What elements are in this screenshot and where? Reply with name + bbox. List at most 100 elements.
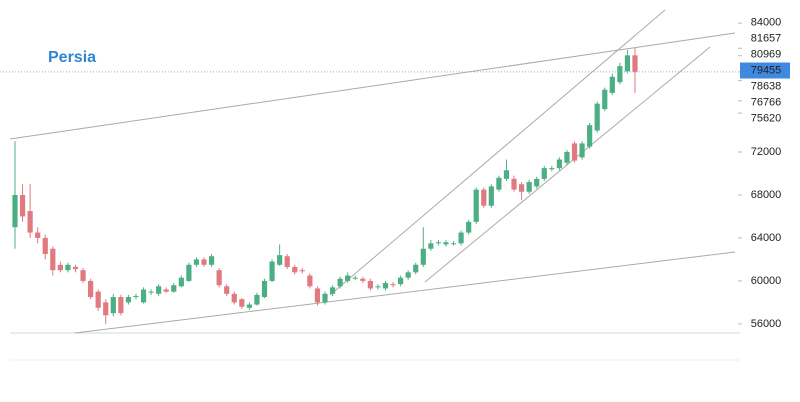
candle-body [624,55,631,72]
candle-body [103,302,109,316]
candle-body [163,289,169,292]
candle-body [261,280,268,298]
candle-body [579,143,585,158]
last-price-label: 79455 [751,64,782,76]
candle-body [360,278,366,281]
last-price-badge [740,62,790,79]
candle-body [322,293,328,303]
candle-body [186,264,192,281]
candle-body [617,66,623,83]
price-level-label: 80969 [751,48,782,60]
candle-body [602,89,608,110]
candle-body [382,283,389,289]
candle-body [496,177,502,190]
candle-body [450,243,457,245]
candle-body [95,291,101,308]
candle-body [133,295,139,298]
candle-body [466,221,472,233]
candle-body [156,286,162,294]
candle-body [428,243,434,249]
candle-body [556,159,562,169]
candle-body [571,143,578,161]
candle-body [125,297,132,303]
candle-body [337,278,343,287]
candle-body [518,184,525,192]
candle-body [239,299,245,307]
candle-body [269,261,275,281]
candle-body [80,270,86,281]
y-tick-label: 60000 [751,275,782,287]
candle-body [231,293,237,303]
candle-body [208,256,215,265]
candle-body [65,264,71,271]
price-level-label: 76766 [751,96,782,108]
candle-body [420,248,426,265]
candle-body [118,297,124,314]
candle-body [314,288,321,303]
candle-body [72,266,79,270]
y-tick-label: 64000 [751,232,782,244]
channel-line [424,46,711,283]
candle-body [57,264,63,271]
candle-body [27,211,33,233]
trend-line [74,251,736,334]
candle-body [148,291,154,293]
candle-body [35,232,41,238]
candle-body [50,248,56,271]
candle-body [594,103,600,131]
candle-body [458,232,464,244]
candle-body [12,194,18,228]
candle-body [413,264,419,273]
chart-title: Persia [48,49,96,66]
price-level-label: 81657 [751,32,782,44]
candle-body [541,168,547,179]
trend-line [9,32,736,140]
candle-body [587,125,593,147]
candle-body [246,304,252,308]
candle-body [632,55,638,72]
y-tick-label: 72000 [751,146,782,158]
candle-body [435,242,442,244]
candle-body [352,277,358,279]
candle-body [609,76,615,93]
candle-body [481,189,487,206]
candle-body [375,286,381,288]
candle-body [329,287,336,294]
candle-body [503,170,510,179]
candle-body [307,275,313,287]
candle-body [277,255,283,265]
candle-body [443,242,449,245]
candle-body [367,280,373,289]
price-axis: 84000 81657 80969 79455 78638 76766 75620 72000… [0,16,790,330]
channel-line [329,9,666,296]
candle-body [488,186,494,206]
candle-body [224,286,230,294]
candle-body [345,275,351,281]
candle-body [390,284,396,286]
candle-body [254,294,260,305]
candle-body [216,270,222,286]
candle-body [564,152,570,163]
candle-body [110,297,116,314]
candle-body [88,280,94,298]
candle-body [42,237,48,255]
candle-body [299,270,305,272]
y-tick-label: 56000 [751,318,782,330]
candle-body [292,266,298,273]
candle-body [534,178,540,187]
candle-body [201,259,207,265]
candle-body [193,259,200,265]
candle-body [473,189,479,222]
candle-body [178,277,184,287]
candle-body [526,182,532,192]
candle-body [171,285,177,292]
candle-body [284,256,290,267]
price-level-label: 78638 [751,80,782,92]
price-level-label: 75620 [751,112,782,124]
candle-body [511,178,517,190]
candle-body [140,289,147,303]
candle-body [405,272,411,278]
y-tick-label: 84000 [751,16,782,28]
